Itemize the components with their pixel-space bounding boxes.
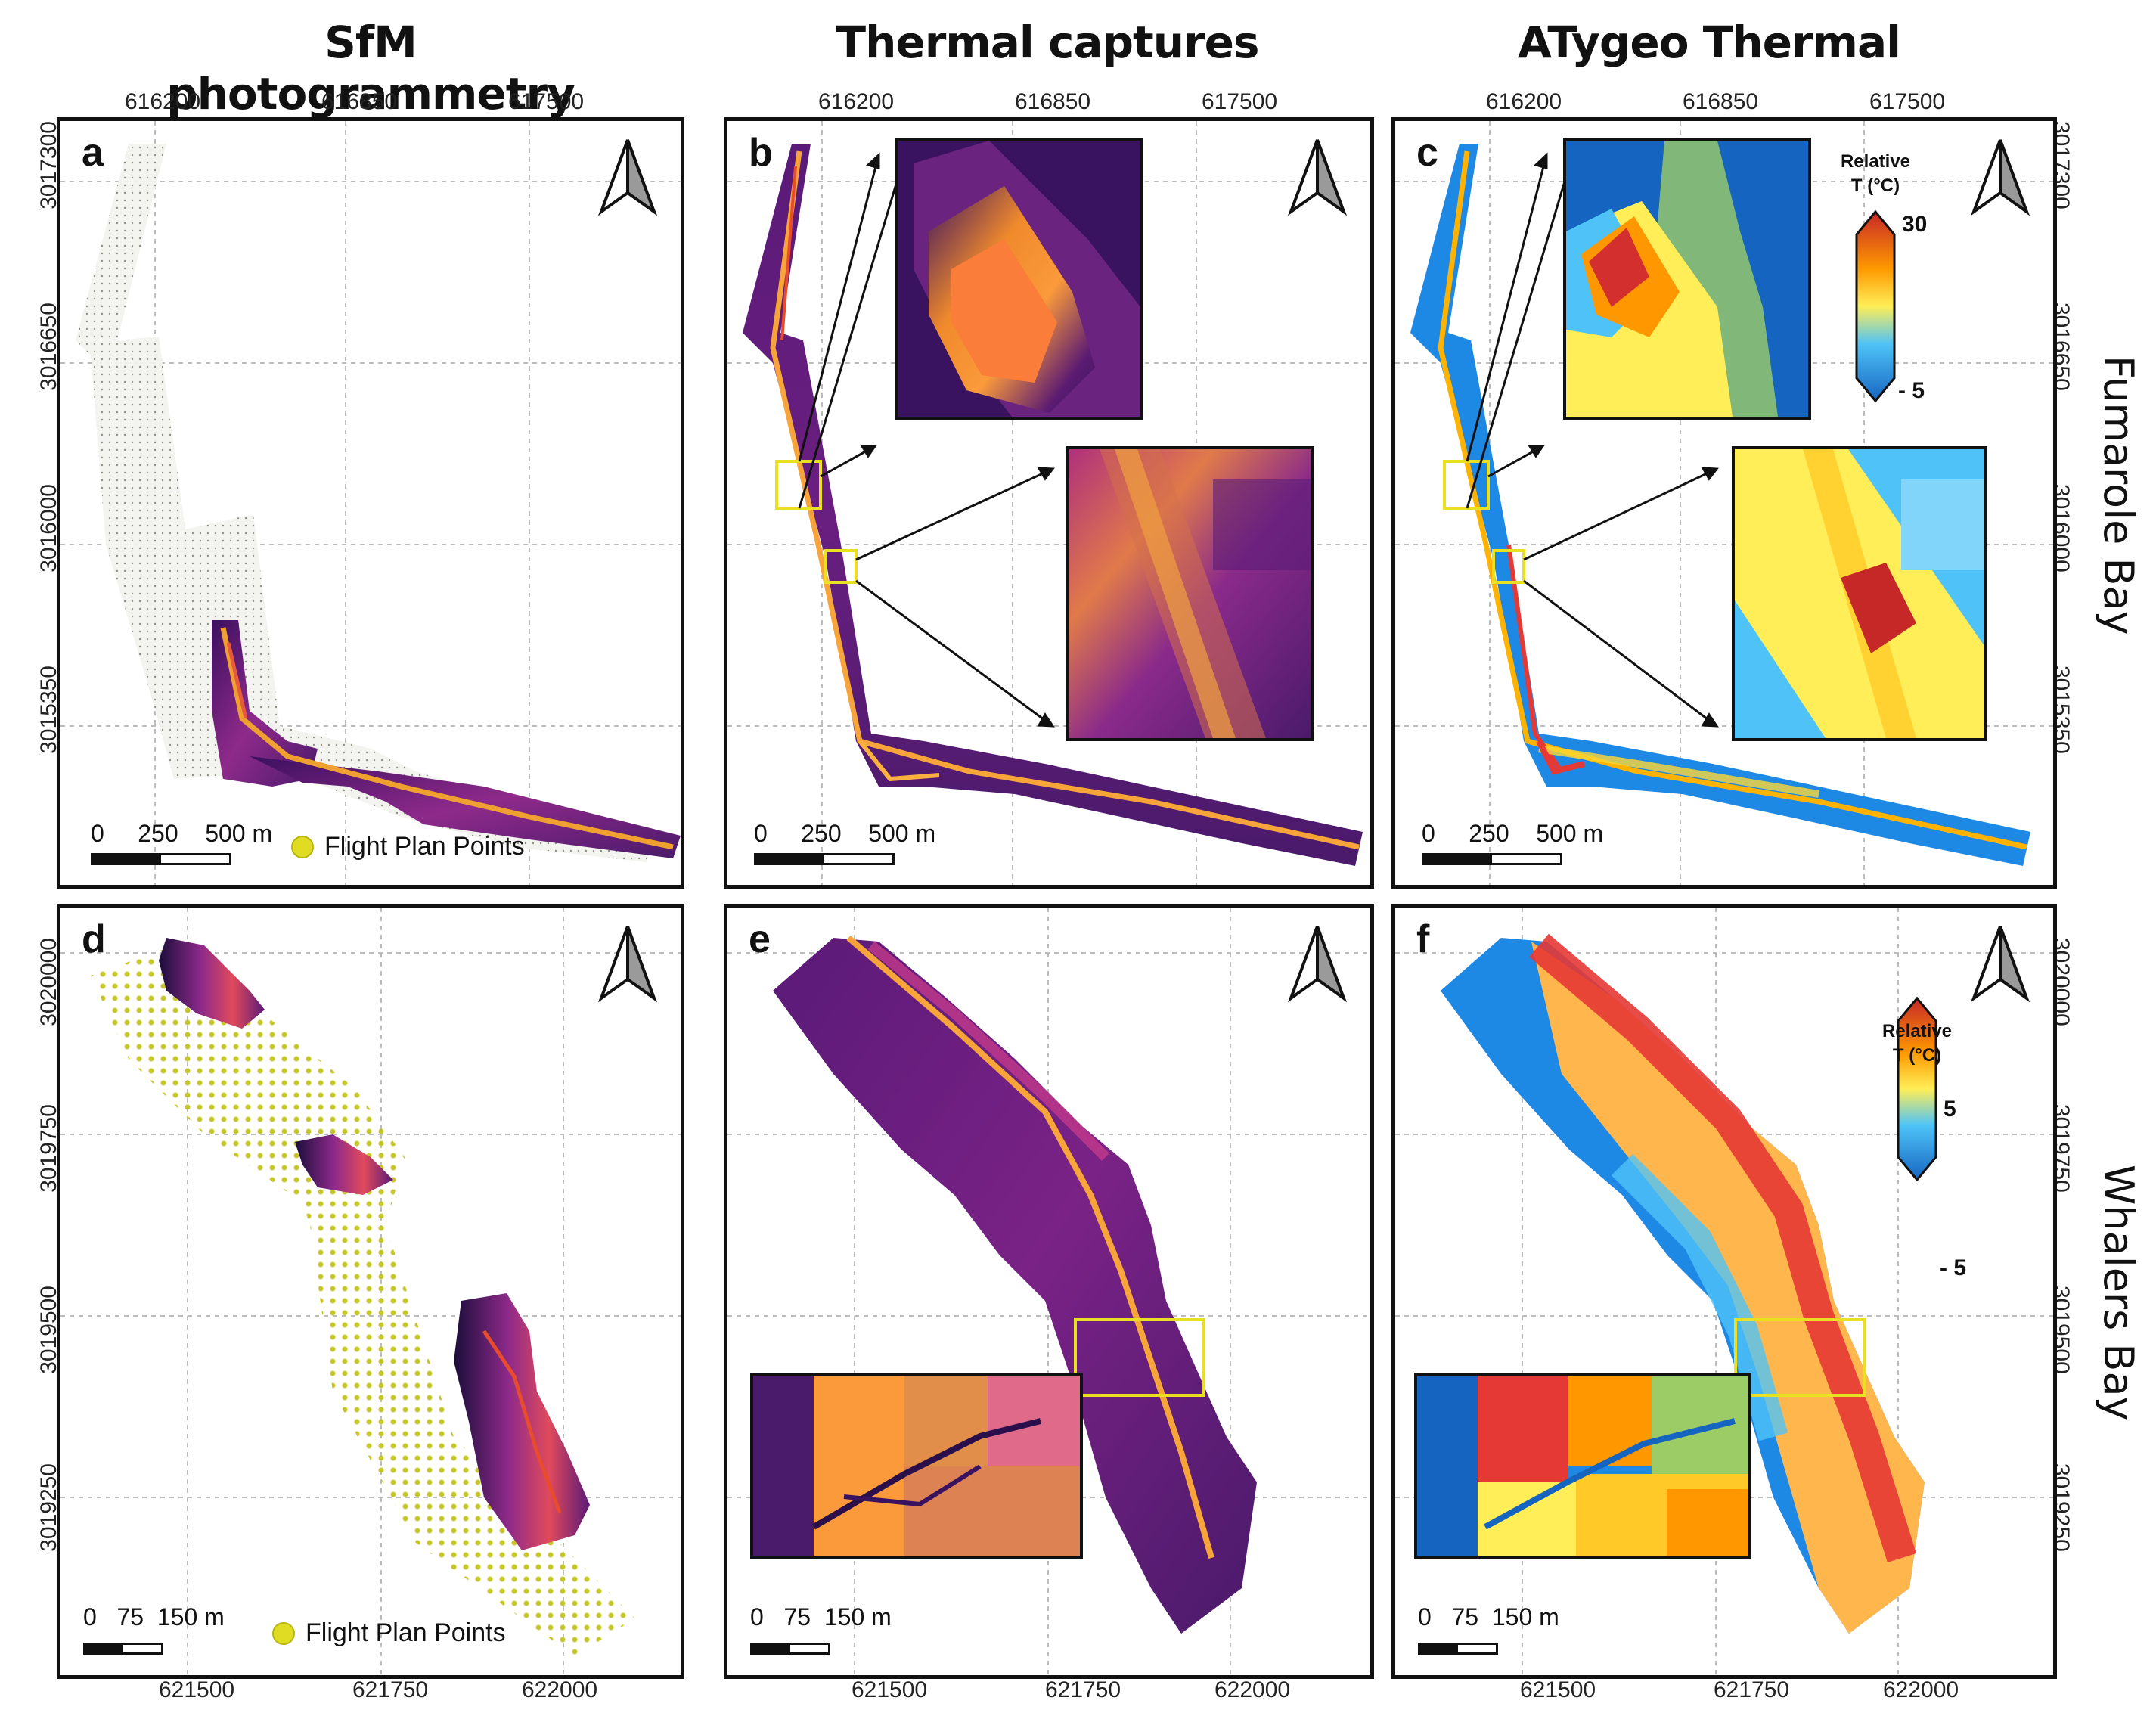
scale-bar	[1422, 853, 1562, 865]
highlight-box	[775, 460, 822, 510]
x-tick-bottom: 622000	[1883, 1677, 1959, 1702]
ortho-patch-d2	[295, 1134, 393, 1195]
x-tick-top: 616200	[1486, 89, 1562, 114]
panel-c: c Relative T (°C) 30 - 5 0 250 500 m	[1391, 117, 2057, 889]
flight-plan-area-d	[91, 945, 635, 1656]
ortho-patch-d3	[454, 1293, 590, 1550]
map-a	[60, 121, 681, 885]
highlight-box	[1443, 460, 1490, 510]
x-tick-bottom: 621750	[352, 1677, 429, 1702]
map-f	[1395, 908, 2053, 1675]
x-tick-bottom: 622000	[1214, 1677, 1291, 1702]
north-arrow-icon	[1287, 139, 1348, 216]
scale-labels: 0 75 150 m	[83, 1603, 225, 1631]
column-title-thermal: Thermal captures	[836, 17, 1260, 68]
inset-atygeo-f	[1414, 1373, 1751, 1559]
ortho-patch-d1	[159, 938, 265, 1029]
column-title-atygeo: ATygeo Thermal	[1517, 17, 1901, 68]
panel-letter: a	[82, 131, 104, 175]
panel-letter: f	[1416, 917, 1430, 961]
x-tick-top: 616850	[1015, 89, 1091, 114]
scale-bar	[91, 853, 231, 865]
inset-atygeo-2	[1732, 446, 1987, 741]
colorbar-max: 5	[1944, 1097, 1956, 1122]
row-title-whalers: Whalers Bay	[2095, 1165, 2142, 1421]
colorbar-max: 30	[1902, 212, 1928, 237]
north-arrow-icon	[1970, 926, 2030, 1003]
map-e	[727, 908, 1370, 1675]
colorbar-min: - 5	[1940, 1255, 1967, 1280]
map-d	[60, 908, 681, 1675]
x-tick-top: 616850	[1683, 89, 1759, 114]
highlight-box	[1734, 1318, 1866, 1397]
colorbar-title: Relative T (°C)	[1840, 151, 1911, 196]
row-title-fumarole: Fumarole Bay	[2095, 355, 2142, 635]
north-arrow-icon	[1970, 139, 2030, 216]
x-tick-top: 617500	[1869, 89, 1946, 114]
x-tick-bottom: 621750	[1045, 1677, 1121, 1702]
flight-points-legend: Flight Plan Points	[291, 832, 525, 861]
flight-points-legend: Flight Plan Points	[272, 1618, 506, 1648]
highlight-box	[1492, 549, 1525, 584]
x-tick-bottom: 621500	[1520, 1677, 1596, 1702]
inset-atygeo-1	[1563, 138, 1811, 420]
map-c	[1395, 121, 2053, 885]
scale-labels: 0 250 500 m	[91, 820, 273, 847]
thermal-strip-e	[773, 938, 1257, 1634]
x-tick-bottom: 621500	[159, 1677, 235, 1702]
inset-thermal-1	[895, 138, 1143, 420]
colorbar-f	[1897, 996, 1937, 1182]
panel-d: d 0 75 150 m Flight Plan Points	[57, 904, 684, 1679]
colorbar-c	[1855, 209, 1896, 403]
scale-bar	[750, 1643, 830, 1655]
highlight-box	[1074, 1318, 1205, 1397]
panel-letter: c	[1416, 131, 1438, 175]
panel-letter: d	[82, 917, 106, 961]
flight-plan-area-a	[76, 144, 658, 862]
north-arrow-icon	[1287, 926, 1348, 1003]
highlight-box	[824, 549, 858, 584]
scale-bar	[754, 853, 895, 865]
panel-letter: e	[749, 917, 771, 961]
inset-thermal-2	[1066, 446, 1314, 741]
x-tick-top: 617500	[508, 89, 585, 114]
scale-labels: 0 75 150 m	[750, 1603, 892, 1631]
flight-point-icon	[272, 1621, 295, 1645]
x-tick-bottom: 621750	[1714, 1677, 1790, 1702]
ortho-strip-a	[212, 620, 318, 787]
scale-labels: 0 75 150 m	[1418, 1603, 1559, 1631]
x-tick-top: 616850	[321, 89, 398, 114]
x-tick-top: 617500	[1202, 89, 1278, 114]
column-title-sfm: SfM photogrammetry	[166, 17, 575, 119]
scale-bar	[1418, 1643, 1498, 1655]
north-arrow-icon	[597, 139, 658, 216]
panel-a: a 0 250 500 m Flight Plan Points	[57, 117, 684, 889]
scale-labels: 0 250 500 m	[754, 820, 936, 847]
panel-letter: b	[749, 131, 773, 175]
north-arrow-icon	[597, 926, 658, 1003]
inset-thermal-e	[750, 1373, 1083, 1559]
x-tick-top: 616200	[125, 89, 201, 114]
x-tick-bottom: 622000	[522, 1677, 598, 1702]
panel-b: b 0 250 500 m	[724, 117, 1374, 889]
flight-point-icon	[291, 835, 314, 858]
colorbar-title: Relative T (°C)	[1881, 1021, 1953, 1066]
x-tick-top: 616200	[818, 89, 895, 114]
x-tick-bottom: 621500	[852, 1677, 928, 1702]
panel-f: f Relative T (°C) 5 - 5 0 75 150 m	[1391, 904, 2057, 1679]
scale-bar	[83, 1643, 163, 1655]
scale-labels: 0 250 500 m	[1422, 820, 1604, 847]
colorbar-min: - 5	[1898, 378, 1925, 403]
panel-e: e 0 75 150 m	[724, 904, 1374, 1679]
